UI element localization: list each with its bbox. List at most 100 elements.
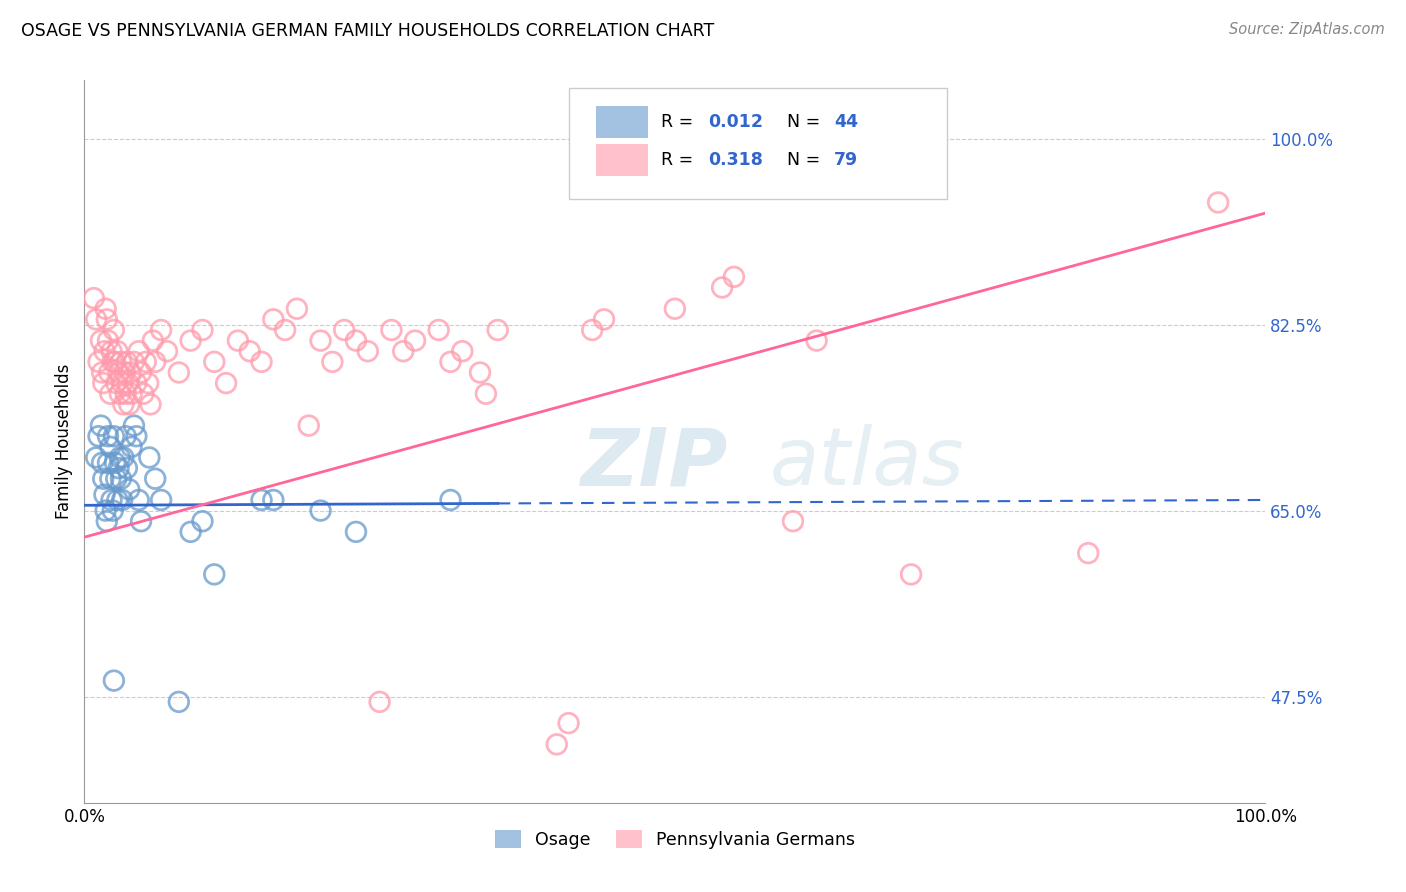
Point: [118, 483, 141, 497]
Point: [139, 397, 162, 411]
Point: [309, 334, 332, 348]
Point: [94, 301, 117, 316]
Point: [129, 366, 152, 380]
Point: [132, 386, 155, 401]
Point: [274, 323, 297, 337]
Point: [136, 376, 159, 390]
Point: [439, 355, 461, 369]
Point: [101, 355, 124, 369]
Point: [122, 355, 145, 369]
Text: atlas: atlas: [769, 425, 965, 502]
Point: [806, 334, 828, 348]
Point: [101, 503, 124, 517]
Text: R =: R =: [661, 113, 699, 131]
Legend: Osage, Pennsylvania Germans: Osage, Pennsylvania Germans: [488, 823, 862, 855]
Point: [90, 418, 112, 433]
Point: [91, 376, 114, 390]
Text: R =: R =: [661, 151, 699, 169]
Point: [439, 493, 461, 508]
Point: [111, 376, 134, 390]
Point: [250, 493, 273, 508]
Point: [107, 366, 129, 380]
Point: [723, 269, 745, 284]
FancyBboxPatch shape: [596, 106, 648, 138]
Point: [202, 355, 225, 369]
Point: [546, 737, 568, 751]
Point: [110, 355, 132, 369]
Point: [97, 334, 120, 348]
Point: [357, 344, 380, 359]
Point: [103, 323, 125, 337]
Point: [138, 450, 160, 465]
Point: [108, 450, 131, 465]
Point: [202, 567, 225, 582]
Point: [84, 312, 107, 326]
Point: [91, 472, 114, 486]
Point: [250, 355, 273, 369]
Point: [180, 524, 202, 539]
Point: [128, 344, 150, 359]
Point: [427, 323, 450, 337]
Point: [91, 366, 114, 380]
Point: [110, 472, 132, 486]
Point: [298, 418, 321, 433]
Point: [128, 493, 150, 508]
Point: [122, 418, 145, 433]
Point: [98, 472, 121, 486]
Point: [125, 429, 148, 443]
Point: [114, 429, 136, 443]
Point: [392, 344, 415, 359]
Point: [111, 493, 134, 508]
Point: [143, 355, 166, 369]
Point: [100, 344, 122, 359]
Point: [115, 461, 138, 475]
Point: [167, 366, 190, 380]
Point: [135, 355, 157, 369]
Point: [142, 334, 165, 348]
Point: [114, 386, 136, 401]
Point: [98, 366, 121, 380]
Point: [150, 493, 173, 508]
Point: [103, 429, 125, 443]
Point: [104, 456, 127, 470]
Point: [309, 503, 332, 517]
Point: [114, 366, 136, 380]
Point: [117, 376, 139, 390]
Point: [94, 503, 117, 517]
Point: [156, 344, 179, 359]
Text: N =: N =: [787, 151, 825, 169]
Point: [344, 524, 367, 539]
Point: [226, 334, 249, 348]
Text: 79: 79: [834, 151, 859, 169]
Point: [333, 323, 356, 337]
Point: [105, 472, 128, 486]
Point: [581, 323, 603, 337]
FancyBboxPatch shape: [568, 87, 946, 200]
Point: [83, 291, 105, 305]
Text: ZIP: ZIP: [581, 425, 728, 502]
Text: OSAGE VS PENNSYLVANIA GERMAN FAMILY HOUSEHOLDS CORRELATION CHART: OSAGE VS PENNSYLVANIA GERMAN FAMILY HOUS…: [21, 22, 714, 40]
Point: [321, 355, 343, 369]
Point: [96, 514, 118, 528]
Point: [112, 450, 135, 465]
Point: [121, 386, 143, 401]
Point: [900, 567, 922, 582]
Point: [143, 472, 166, 486]
Point: [1077, 546, 1099, 560]
Point: [239, 344, 262, 359]
Point: [96, 312, 118, 326]
Point: [108, 386, 131, 401]
Point: [380, 323, 402, 337]
Point: [103, 673, 125, 688]
Point: [105, 376, 128, 390]
Point: [112, 397, 135, 411]
Point: [90, 334, 112, 348]
Point: [97, 429, 120, 443]
Point: [91, 456, 114, 470]
Point: [468, 366, 491, 380]
Point: [191, 514, 214, 528]
Point: [344, 334, 367, 348]
Point: [167, 695, 190, 709]
Point: [115, 355, 138, 369]
Text: 0.318: 0.318: [709, 151, 763, 169]
